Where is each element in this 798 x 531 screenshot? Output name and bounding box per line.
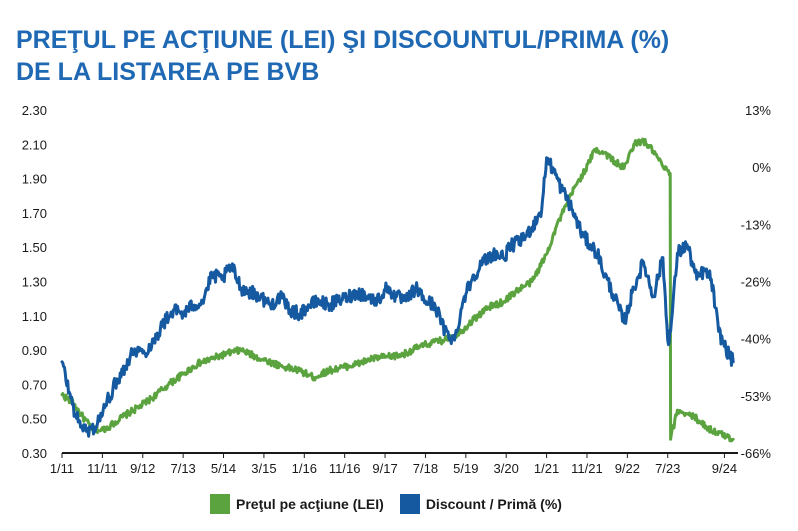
- y-right-tick-label: 0%: [752, 160, 771, 175]
- x-tick-label: 5/14: [211, 461, 236, 476]
- chart-title-line-1: PREŢUL PE ACŢIUNE (LEI) ŞI DISCOUNTUL/PR…: [16, 26, 670, 54]
- legend-label-price: Preţul pe acţiune (LEI): [236, 496, 384, 512]
- y-right-tick-label: 13%: [745, 103, 771, 118]
- y-left-tick-label: 1.90: [22, 172, 47, 187]
- legend-swatch-discount: [399, 494, 420, 514]
- x-tick-label: 3/15: [251, 461, 276, 476]
- y-right-tick-label: -53%: [741, 389, 772, 404]
- chart-title: PREŢUL PE ACŢIUNE (LEI) ŞI DISCOUNTUL/PR…: [16, 24, 786, 88]
- legend: Preţul pe acţiune (LEI) Discount / Primă…: [210, 492, 578, 516]
- x-tick-label: 9/17: [372, 461, 397, 476]
- y-left-tick-label: 0.50: [22, 412, 47, 427]
- x-tick-label: 9/24: [712, 461, 737, 476]
- x-tick-label: 7/13: [170, 461, 195, 476]
- legend-item-discount: Discount / Primă (%): [399, 494, 562, 514]
- y-right-tick-label: -40%: [741, 332, 772, 347]
- x-tick-label: 9/12: [130, 461, 155, 476]
- legend-item-price: Preţul pe acţiune (LEI): [210, 494, 384, 514]
- x-tick-label: 5/19: [453, 461, 478, 476]
- x-tick-label: 9/22: [615, 461, 640, 476]
- y-left-tick-label: 0.90: [22, 343, 47, 358]
- series-lines: [60, 137, 735, 443]
- legend-label-discount: Discount / Primă (%): [425, 496, 562, 512]
- x-tick-label: 11/16: [329, 461, 361, 476]
- x-tick-label: 1/21: [534, 461, 559, 476]
- y-left-tick-label: 1.50: [22, 240, 47, 255]
- x-tick-label: 1/16: [292, 461, 317, 476]
- legend-swatch-price: [210, 494, 230, 514]
- x-tick-label: 11/11: [87, 461, 118, 476]
- y-left-tick-label: 0.30: [22, 446, 47, 461]
- price-series-line: [60, 137, 735, 443]
- x-tick-label: 11/21: [571, 461, 603, 476]
- y-right-tick-label: -26%: [741, 275, 772, 290]
- y-left-tick-label: 0.70: [22, 377, 47, 392]
- chart-title-line-2: DE LA LISTAREA PE BVB: [16, 58, 320, 86]
- y-right-tick-label: -66%: [741, 446, 772, 461]
- y-left-tick-label: 1.10: [22, 309, 47, 324]
- x-tick-label: 7/18: [413, 461, 438, 476]
- y-left-tick-label: 1.70: [22, 206, 47, 221]
- y-left-tick-label: 1.30: [22, 275, 47, 290]
- x-tick-label: 7/23: [655, 461, 680, 476]
- y-left-tick-label: 2.10: [22, 137, 47, 152]
- y-right-tick-label: -13%: [741, 217, 772, 232]
- y-left-tick-label: 2.30: [22, 103, 47, 118]
- x-tick-label: 3/20: [494, 461, 519, 476]
- axes: 2.30 2.10 1.90 1.70 1.50 1.30 1.10 0.90 0.70 0.50…: [22, 103, 772, 476]
- discount-series-line: [60, 156, 735, 438]
- x-tick-label: 1/11: [50, 461, 74, 476]
